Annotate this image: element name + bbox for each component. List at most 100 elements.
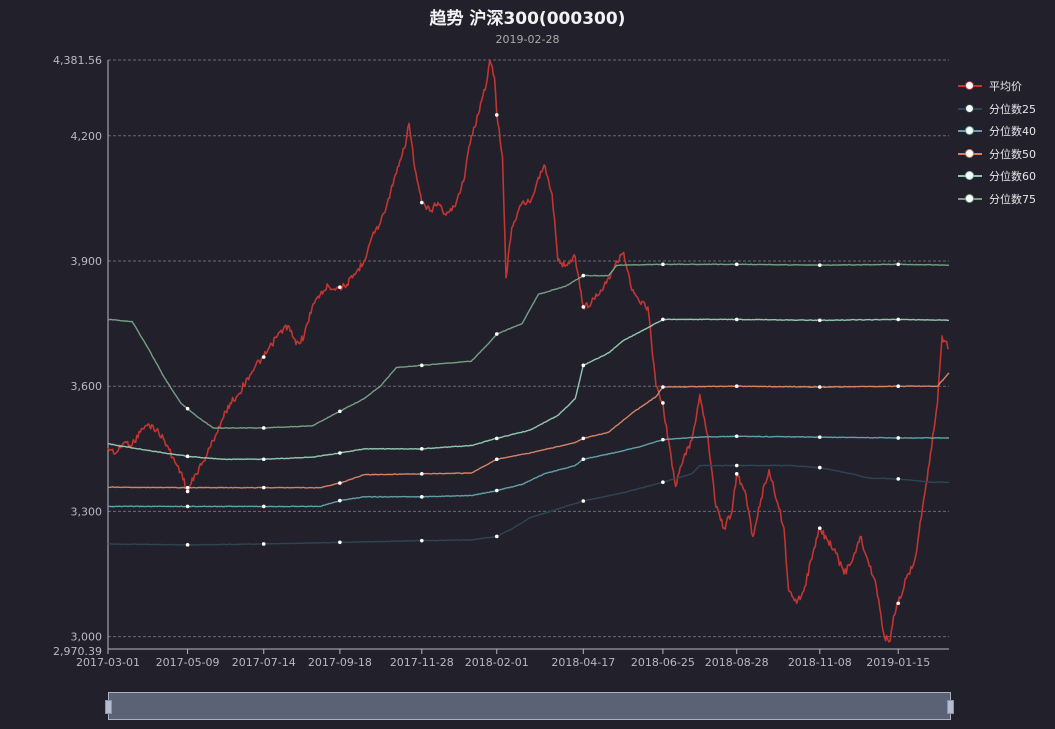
series-marker xyxy=(581,363,586,368)
series-marker xyxy=(896,436,901,440)
series-marker xyxy=(661,262,665,267)
datazoom-slider[interactable] xyxy=(105,692,954,720)
legend-label: 分位数75 xyxy=(989,192,1036,206)
series-marker xyxy=(734,262,739,267)
series-marker xyxy=(261,426,266,430)
series-marker xyxy=(261,504,266,509)
series-marker xyxy=(338,451,342,455)
series-marker xyxy=(261,457,266,462)
legend-item[interactable]: 平均价 xyxy=(958,75,1036,98)
x-tick-label: 2018-02-01 xyxy=(465,656,529,669)
legend-swatch-icon xyxy=(958,170,982,182)
series-marker xyxy=(419,200,424,205)
series-marker xyxy=(494,436,499,441)
legend-item[interactable]: 分位数50 xyxy=(958,143,1036,166)
series-marker xyxy=(261,542,266,546)
series-line xyxy=(108,318,950,461)
legend-label: 分位数50 xyxy=(989,147,1036,161)
legend-item[interactable]: 分位数25 xyxy=(958,98,1036,121)
series-marker xyxy=(185,454,190,459)
series-marker xyxy=(494,488,499,493)
legend: 平均价分位数25 分位数40 分位数50 分位数60 分位数75 xyxy=(958,75,1036,210)
series-marker xyxy=(185,504,190,509)
series-marker xyxy=(817,526,822,530)
legend-label: 分位数60 xyxy=(989,170,1036,184)
y-tick-label: 2,970.39 xyxy=(53,645,102,658)
series-marker xyxy=(419,495,424,499)
series-marker xyxy=(581,457,586,462)
series-marker xyxy=(817,318,822,323)
legend-label: 平均价 xyxy=(989,80,1022,94)
series-line xyxy=(107,372,950,489)
x-tick-label: 2018-08-28 xyxy=(705,656,769,669)
series-marker xyxy=(185,489,190,494)
legend-swatch-icon xyxy=(958,125,982,137)
series-marker xyxy=(661,480,665,485)
series-line xyxy=(107,59,950,643)
x-tick-label: 2019-01-15 xyxy=(866,656,930,669)
series-marker xyxy=(494,457,499,462)
series-marker xyxy=(896,477,901,481)
legend-item[interactable]: 分位数75 xyxy=(958,188,1036,211)
x-tick-label: 2017-07-14 xyxy=(232,656,296,669)
series-marker xyxy=(734,472,739,476)
legend-swatch-icon xyxy=(958,193,982,205)
series-marker xyxy=(261,485,266,490)
series-marker xyxy=(581,499,586,503)
x-tick-label: 2017-03-01 xyxy=(76,656,140,669)
legend-item[interactable]: 分位数40 xyxy=(958,120,1036,143)
legend-label: 分位数40 xyxy=(989,125,1036,139)
series-marker xyxy=(185,543,190,547)
legend-item[interactable]: 分位数60 xyxy=(958,165,1036,188)
series-line xyxy=(107,464,950,546)
series-marker xyxy=(896,601,901,606)
series-marker xyxy=(338,540,342,545)
series-marker xyxy=(661,317,665,322)
x-tick-label: 2017-11-28 xyxy=(390,656,454,669)
x-tick-label: 2018-06-25 xyxy=(631,656,695,669)
series-marker xyxy=(261,355,266,359)
series-marker xyxy=(581,436,586,441)
grid-layer xyxy=(108,59,949,638)
legend-label: 分位数25 xyxy=(989,102,1036,116)
series-line xyxy=(107,263,950,429)
series-marker xyxy=(661,437,665,442)
y-tick-label: 3,900 xyxy=(71,255,103,268)
series-marker xyxy=(817,385,822,389)
x-tick-label: 2017-09-18 xyxy=(308,656,372,669)
x-tick-label: 2018-04-17 xyxy=(551,656,615,669)
series-marker xyxy=(494,113,499,117)
series-line xyxy=(108,435,949,508)
y-tick-label: 4,200 xyxy=(71,130,103,143)
y-tick-label: 3,600 xyxy=(71,380,103,393)
series-marker xyxy=(185,485,190,490)
series-marker xyxy=(734,463,739,468)
series-marker xyxy=(734,317,739,322)
series-marker xyxy=(338,481,342,485)
series-marker xyxy=(494,332,499,336)
series-marker xyxy=(896,317,901,322)
slider-handle-right-icon[interactable] xyxy=(947,700,954,714)
series-marker xyxy=(338,285,342,290)
series-marker xyxy=(419,472,424,476)
series-marker xyxy=(817,435,822,439)
legend-swatch-icon xyxy=(958,148,982,160)
series-layer xyxy=(107,59,950,643)
series-marker xyxy=(896,384,901,389)
x-tick-label: 2017-05-09 xyxy=(156,656,220,669)
series-marker xyxy=(419,538,424,543)
chart-title: 趋势 沪深300(000300) xyxy=(429,9,626,29)
series-marker xyxy=(419,363,424,368)
legend-swatch-icon xyxy=(958,103,982,115)
series-marker xyxy=(185,406,190,411)
series-marker xyxy=(734,434,739,439)
series-marker xyxy=(817,465,822,470)
y-tick-label: 3,300 xyxy=(71,505,103,518)
slider-handle-left-icon[interactable] xyxy=(105,700,112,714)
series-marker xyxy=(338,409,342,414)
series-marker xyxy=(494,534,499,539)
x-tick-label: 2018-11-08 xyxy=(788,656,852,669)
series-marker xyxy=(817,263,822,267)
legend-swatch-icon xyxy=(958,80,982,92)
